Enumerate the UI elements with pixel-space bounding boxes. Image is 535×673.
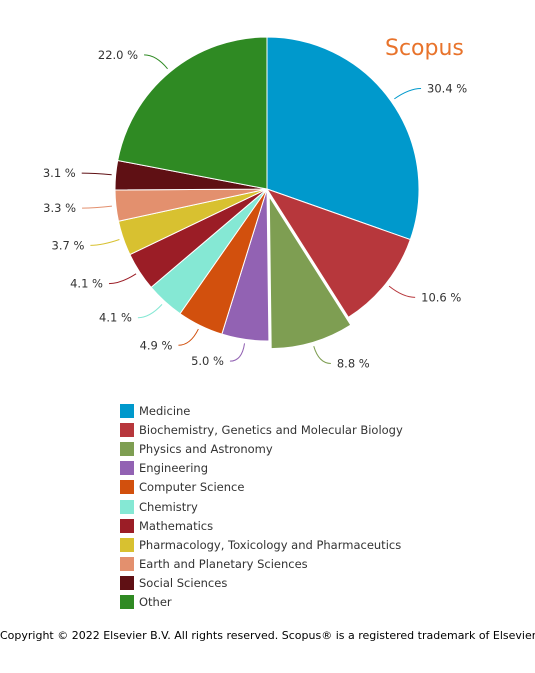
legend-swatch [120, 518, 134, 533]
pie-slice-biochemistry-genetics-and-molecular-biology [265, 188, 411, 319]
percent-label-physics-and-astronomy: 8.8 % [337, 356, 370, 370]
legend-label: Computer Science [139, 480, 245, 495]
legend-label: Other [139, 595, 172, 610]
leader-line-other [144, 54, 168, 70]
legend-item-biochemistry-genetics-and-molecular-biology[interactable]: Biochemistry, Genetics and Molecular Bio… [120, 420, 403, 439]
pie-slice-physics-and-astronomy [268, 194, 352, 350]
legend-item-mathematics[interactable]: Mathematics [120, 516, 403, 535]
leader-line-chemistry [137, 304, 163, 319]
legend-label: Chemistry [139, 499, 198, 514]
pie-slices [114, 36, 420, 350]
leader-line-computer-science [178, 328, 199, 346]
percent-label-engineering: 5.0 % [191, 354, 224, 368]
legend-swatch [120, 461, 134, 476]
percent-label-mathematics: 4.1 % [70, 277, 103, 291]
scopus-logo: Scopus [385, 36, 464, 61]
legend-item-social-sciences[interactable]: Social Sciences [120, 574, 403, 593]
legend-item-chemistry[interactable]: Chemistry [120, 497, 403, 516]
legend-swatch [120, 422, 134, 437]
leader-line-pharmacology-toxicology-and-pharmaceutics [90, 239, 120, 246]
percent-label-computer-science: 4.9 % [140, 338, 173, 352]
legend-swatch [120, 576, 134, 591]
legend-label: Medicine [139, 403, 191, 418]
legend-label: Pharmacology, Toxicology and Pharmaceuti… [139, 537, 402, 552]
legend-swatch [120, 441, 134, 456]
legend-item-other[interactable]: Other [120, 593, 403, 612]
copyright-notice: Copyright © 2022 Elsevier B.V. All right… [0, 629, 535, 642]
percent-label-chemistry: 4.1 % [99, 311, 132, 325]
percent-label-medicine: 30.4 % [427, 82, 467, 96]
legend-label: Biochemistry, Genetics and Molecular Bio… [139, 422, 403, 437]
legend-label: Physics and Astronomy [139, 441, 273, 456]
legend-swatch [120, 403, 134, 418]
legend-item-computer-science[interactable]: Computer Science [120, 478, 403, 497]
legend-item-engineering[interactable]: Engineering [120, 459, 403, 478]
legend-label: Earth and Planetary Sciences [139, 557, 308, 572]
percent-labels: 30.4 % 10.6 % 8.8 % 5.0 % 4.9 % 4.1 % 4.1 % 3.7… [43, 48, 467, 371]
leader-line-biochemistry-genetics-and-molecular-biology [388, 285, 416, 298]
leader-line-mathematics [108, 273, 137, 285]
leader-line-medicine [394, 88, 422, 100]
chart-legend: Medicine Biochemistry, Genetics and Molec… [120, 401, 403, 612]
percent-label-other: 22.0 % [98, 48, 138, 62]
pie-slice-other [117, 36, 268, 190]
legend-swatch [120, 499, 134, 514]
legend-swatch [120, 595, 134, 610]
legend-label: Social Sciences [139, 576, 228, 591]
legend-label: Mathematics [139, 518, 214, 533]
percent-label-social-sciences: 3.1 % [43, 166, 76, 180]
legend-swatch [120, 480, 134, 495]
legend-item-pharmacology-toxicology-and-pharmaceutics[interactable]: Pharmacology, Toxicology and Pharmaceuti… [120, 535, 403, 554]
percent-label-earth-and-planetary-sciences: 3.3 % [43, 201, 76, 215]
label-leader-lines [81, 54, 422, 364]
leader-line-engineering [229, 343, 246, 362]
legend-swatch [120, 537, 134, 552]
legend-label: Engineering [139, 461, 208, 476]
legend-item-medicine[interactable]: Medicine [120, 401, 403, 420]
legend-item-earth-and-planetary-sciences[interactable]: Earth and Planetary Sciences [120, 555, 403, 574]
percent-label-pharmacology-toxicology-and-pharmaceutics: 3.7 % [52, 238, 85, 252]
leader-line-earth-and-planetary-sciences [82, 205, 112, 209]
legend-swatch [120, 557, 134, 572]
legend-item-physics-and-astronomy[interactable]: Physics and Astronomy [120, 439, 403, 458]
percent-label-biochemistry-genetics-and-molecular-biology: 10.6 % [421, 290, 461, 304]
leader-line-physics-and-astronomy [313, 346, 331, 364]
pie-slice-medicine [266, 36, 420, 241]
leader-line-social-sciences [81, 172, 112, 176]
